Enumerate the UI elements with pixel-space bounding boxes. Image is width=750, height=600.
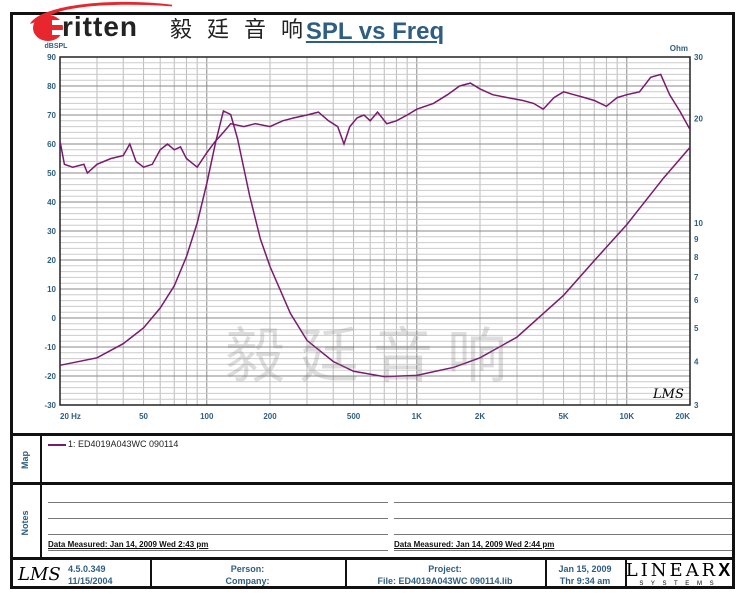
- y2-tick-label: 6: [694, 296, 699, 305]
- company: Company:: [225, 576, 270, 586]
- y-tick-label: 50: [47, 169, 56, 178]
- lms-logo: LMS: [18, 564, 61, 585]
- x-tick-label: 20 Hz: [60, 412, 81, 421]
- x-tick-label: 500: [347, 412, 361, 421]
- y-tick-label: -10: [44, 343, 56, 352]
- linearx-logo: LINEARX S Y S T E M S: [625, 560, 731, 587]
- y2-tick-label: 9: [694, 235, 699, 244]
- spl-chart: 9080706050403020100-10-20-30302010987654…: [44, 43, 703, 421]
- y-tick-label: 20: [47, 256, 56, 265]
- logo-text: ritten: [62, 11, 138, 42]
- y2-tick-label: 10: [694, 219, 703, 228]
- right-measured-date: Data Measured: Jan 14, 2009 Wed 2:44 pm: [394, 540, 555, 549]
- y2-tick-label: 8: [694, 253, 699, 262]
- y2-tick-label: 4: [694, 358, 699, 367]
- y-tick-label: 80: [47, 82, 56, 91]
- y-tick-label: -20: [44, 372, 56, 381]
- project: Project:: [428, 564, 462, 574]
- report-time: Thr 9:34 am: [559, 576, 611, 586]
- project-file: File: ED4019A043WC 090114.lib: [377, 576, 513, 586]
- y-tick-label: 70: [47, 111, 56, 120]
- x-tick-label: 20K: [675, 412, 690, 421]
- left-measured-date: Data Measured: Jan 14, 2009 Wed 2:43 pm: [48, 540, 209, 549]
- y2-tick-label: 3: [694, 401, 699, 410]
- impedance-line: [59, 109, 691, 378]
- notes-section: Notes Data Measured: Jan 14, 2009 Wed 2:…: [10, 482, 735, 560]
- x-tick-label: 5K: [558, 412, 568, 421]
- y-tick-label: 0: [52, 314, 57, 323]
- y-tick-label: 30: [47, 227, 56, 236]
- report-frame: [10, 12, 735, 589]
- spl-line: [59, 73, 691, 175]
- lms-chart-mark: LMS: [652, 387, 684, 402]
- y2-tick-label: 5: [694, 324, 699, 333]
- y2-tick-label: 30: [694, 53, 703, 62]
- y2-tick-label: 20: [694, 114, 703, 123]
- x-tick-label: 200: [263, 412, 277, 421]
- y-tick-label: 60: [47, 140, 56, 149]
- y-tick-label: 40: [47, 198, 56, 207]
- x-tick-label: 10K: [619, 412, 634, 421]
- map-section: Map 1: ED4019A043WC 090114: [10, 433, 735, 483]
- y-tick-label: 10: [47, 285, 56, 294]
- legend-swatch: [48, 444, 66, 446]
- map-label: Map: [10, 436, 42, 483]
- y-tick-label: 90: [47, 53, 56, 62]
- version-date: 11/15/2004: [68, 576, 113, 586]
- version: 4.5.0.349: [68, 564, 106, 574]
- person: Person:: [230, 564, 265, 574]
- report-date: Jan 15, 2009: [558, 564, 612, 574]
- chart-title: SPL vs Freq: [305, 18, 445, 45]
- y2-axis-label: Ohm: [670, 44, 688, 53]
- plot-border: [59, 56, 691, 406]
- y-axis-label: dBSPL: [45, 43, 69, 50]
- x-tick-label: 1K: [412, 412, 422, 421]
- x-tick-label: 2K: [475, 412, 485, 421]
- footer: LMS 4.5.0.349 11/15/2004 Person: Company: …: [10, 557, 735, 589]
- notes-label: Notes: [10, 485, 42, 560]
- legend-entry: 1: ED4019A043WC 090114: [68, 439, 179, 449]
- logo-chinese: 毅 廷 音 响: [170, 18, 307, 43]
- watermark: 毅廷音响: [225, 322, 521, 392]
- x-tick-label: 50: [139, 412, 148, 421]
- logo-swoosh-icon: [30, 1, 172, 41]
- y2-tick-label: 7: [694, 273, 699, 282]
- x-tick-label: 100: [200, 412, 214, 421]
- logo: ritten 毅 廷 音 响: [22, 0, 303, 50]
- y-tick-label: -30: [44, 401, 56, 410]
